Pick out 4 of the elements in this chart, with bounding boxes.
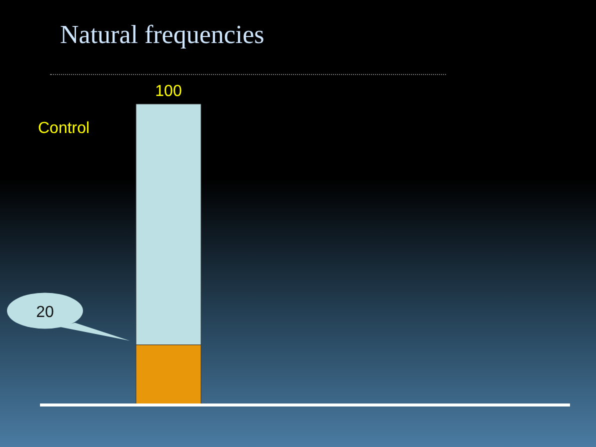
chart-title: Natural frequencies [60,20,264,50]
total-label: 100 [155,83,182,100]
data-label: 20 [36,304,54,321]
text: Control [38,120,90,138]
